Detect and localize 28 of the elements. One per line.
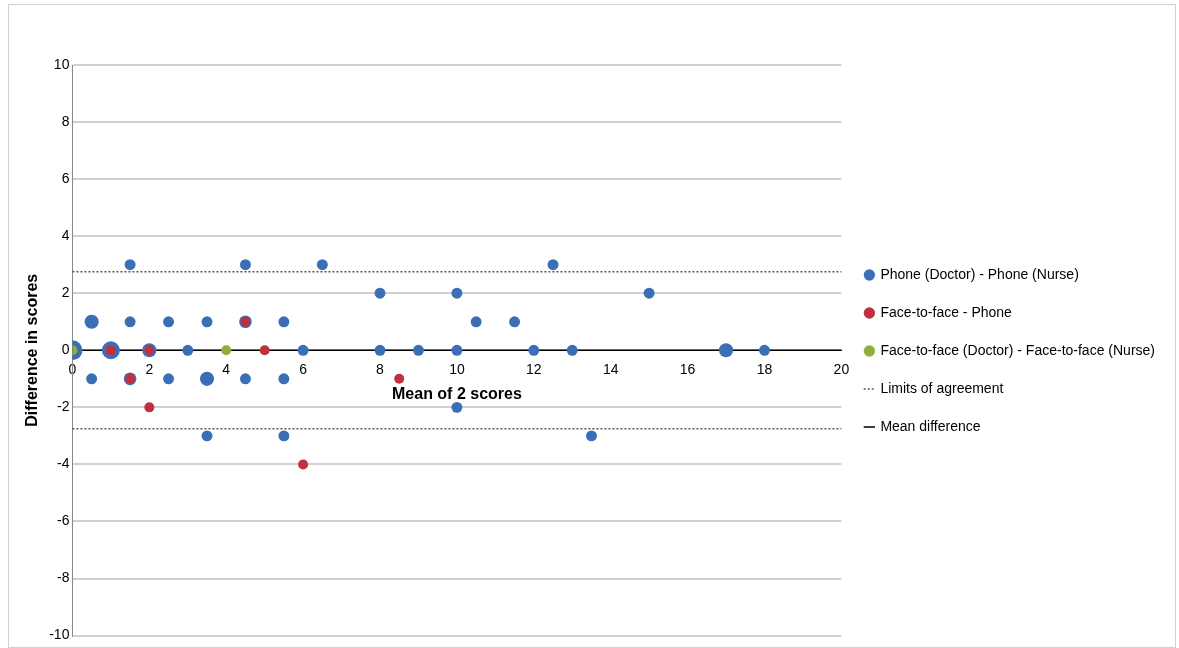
x-tick-label: 20 — [833, 360, 850, 377]
legend-label: Face-to-face - Phone — [880, 303, 1013, 320]
legend-label: Mean difference — [880, 417, 981, 434]
y-tick-label: 4 — [61, 227, 70, 244]
y-tick-label: 0 — [61, 341, 70, 358]
y-tick-label: -6 — [56, 512, 70, 529]
x-tick-label: 18 — [756, 360, 773, 377]
y-tick-label: -10 — [49, 626, 70, 643]
x-tick-label: 14 — [602, 360, 619, 377]
x-tick-label: 10 — [449, 360, 465, 377]
y-tick-label: 2 — [61, 284, 70, 301]
y-tick-label: 6 — [61, 169, 70, 186]
y-tick-label: 10 — [53, 55, 70, 72]
y-axis-title: Difference in scores — [23, 273, 41, 427]
y-tick-label: -8 — [56, 569, 70, 586]
x-tick-label: 12 — [526, 360, 542, 377]
legend-label: Face-to-face (Doctor) - Face-to-face (Nurse) — [880, 341, 1155, 358]
x-axis-title: Mean of 2 scores — [391, 385, 522, 403]
x-tick-label: 16 — [679, 360, 696, 377]
x-tick-label: 6 — [299, 360, 308, 377]
x-tick-label: 2 — [145, 360, 154, 377]
legend-label: Phone (Doctor) - Phone (Nurse) — [880, 265, 1079, 282]
x-tick-label: 8 — [376, 360, 385, 377]
y-tick-label: -4 — [56, 455, 70, 472]
y-tick-label: -2 — [56, 398, 70, 415]
y-tick-label: 8 — [61, 112, 70, 129]
x-tick-label: 4 — [222, 360, 231, 377]
legend-label: Limits of agreement — [880, 379, 1004, 396]
